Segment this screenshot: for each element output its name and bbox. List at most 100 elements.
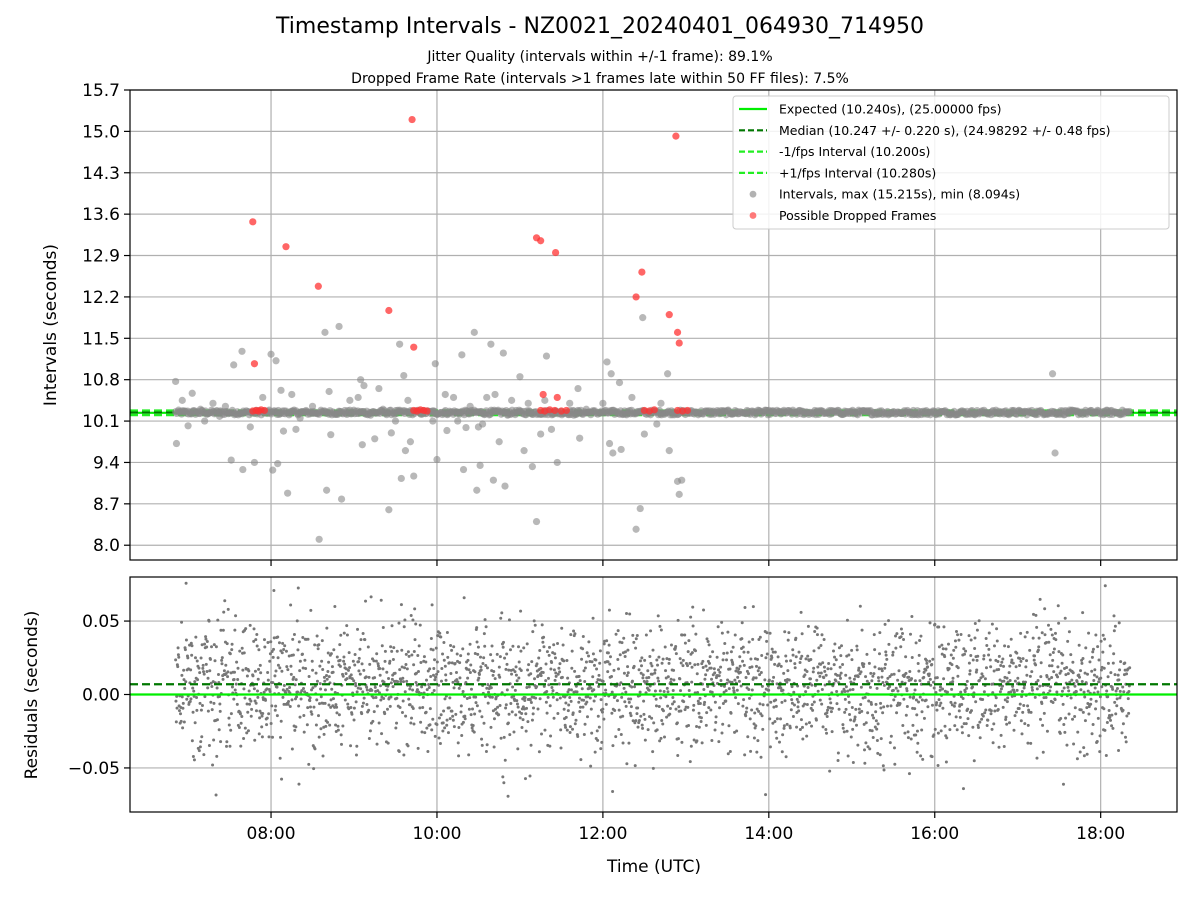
residual-point (957, 638, 961, 642)
residual-point (774, 730, 778, 734)
residual-point (731, 645, 735, 649)
residual-point (668, 707, 672, 711)
residual-point (835, 702, 839, 706)
residual-point (1002, 664, 1006, 668)
residual-point (915, 750, 919, 754)
residual-point (204, 635, 208, 639)
residual-point (302, 714, 306, 718)
residual-point (988, 658, 992, 662)
interval-point (503, 411, 512, 419)
residual-point (331, 670, 335, 674)
residual-point (601, 707, 605, 711)
dropped-frame-point (551, 406, 559, 415)
residual-point (200, 703, 204, 707)
residual-point (851, 688, 855, 692)
legend-entry-label: Intervals, max (15.215s), min (8.094s) (779, 187, 1020, 202)
residual-point (994, 696, 998, 700)
residual-point (591, 675, 595, 679)
residual-point (241, 668, 245, 672)
residual-point (859, 702, 863, 706)
residual-point (1014, 710, 1018, 714)
residual-point (534, 696, 538, 700)
residual-point (379, 684, 383, 688)
residual-point (656, 676, 660, 680)
residual-point (546, 695, 550, 699)
residual-point (531, 712, 535, 716)
residual-point (658, 689, 662, 693)
residual-point (756, 657, 760, 661)
residual-point (643, 738, 647, 742)
residual-point (585, 700, 589, 704)
residual-point (503, 656, 507, 660)
residual-point (336, 728, 340, 732)
residual-point (666, 690, 670, 694)
residual-point (422, 655, 426, 659)
residual-point (1026, 741, 1030, 745)
residual-point (262, 638, 266, 642)
residual-point (758, 673, 762, 677)
residual-point (379, 598, 383, 602)
residual-point (841, 726, 845, 730)
residual-point (638, 659, 642, 663)
residual-point (960, 725, 964, 729)
residual-point (433, 678, 437, 682)
dropped-frame-point (260, 406, 269, 415)
residual-point (766, 703, 770, 707)
residual-point (758, 635, 762, 639)
interval-point (346, 396, 354, 404)
residual-point (299, 697, 303, 701)
residual-point (1030, 688, 1034, 692)
residual-point (428, 667, 432, 671)
residual-point (319, 687, 323, 691)
residual-point (358, 647, 362, 651)
residual-point (1029, 710, 1033, 714)
residual-point (271, 655, 275, 659)
residual-point (492, 670, 496, 674)
residual-point (776, 655, 780, 659)
residual-point (1042, 711, 1046, 715)
residual-point (790, 701, 794, 705)
residual-point (291, 637, 295, 641)
residual-point (688, 661, 692, 665)
residual-point (252, 627, 256, 631)
residual-point (969, 654, 973, 658)
residual-point (410, 716, 414, 720)
residual-point (608, 655, 612, 659)
residual-point (258, 663, 262, 667)
residual-point (691, 624, 695, 628)
residual-point (548, 744, 552, 748)
residual-point (1047, 640, 1051, 644)
residual-point (909, 632, 913, 636)
residual-point (1034, 613, 1038, 617)
residual-point (726, 630, 730, 634)
residual-point (731, 662, 735, 666)
residual-point (934, 691, 938, 695)
residual-point (757, 638, 761, 642)
residual-point (833, 655, 837, 659)
residual-point (868, 747, 872, 751)
top-y-tick-label: 9.4 (93, 453, 120, 473)
residual-point (663, 645, 667, 649)
residual-point (216, 673, 220, 677)
residual-point (634, 646, 638, 650)
residual-point (825, 731, 829, 735)
dropped-frame-point (250, 360, 259, 368)
residual-point (1092, 679, 1096, 683)
interval-point (358, 441, 366, 449)
residual-point (316, 714, 320, 718)
residual-point (375, 742, 379, 746)
residual-point (529, 672, 533, 676)
residual-point (818, 698, 822, 702)
residual-point (451, 680, 455, 684)
residual-point (248, 702, 252, 706)
residual-point (597, 673, 601, 677)
residual-point (1040, 701, 1044, 705)
residual-point (330, 687, 334, 691)
residual-point (956, 674, 960, 678)
residual-point (397, 749, 401, 753)
residual-point (724, 689, 728, 693)
residual-point (894, 646, 898, 650)
interval-point (582, 405, 590, 413)
residual-point (1021, 710, 1025, 714)
residual-point (977, 619, 981, 623)
